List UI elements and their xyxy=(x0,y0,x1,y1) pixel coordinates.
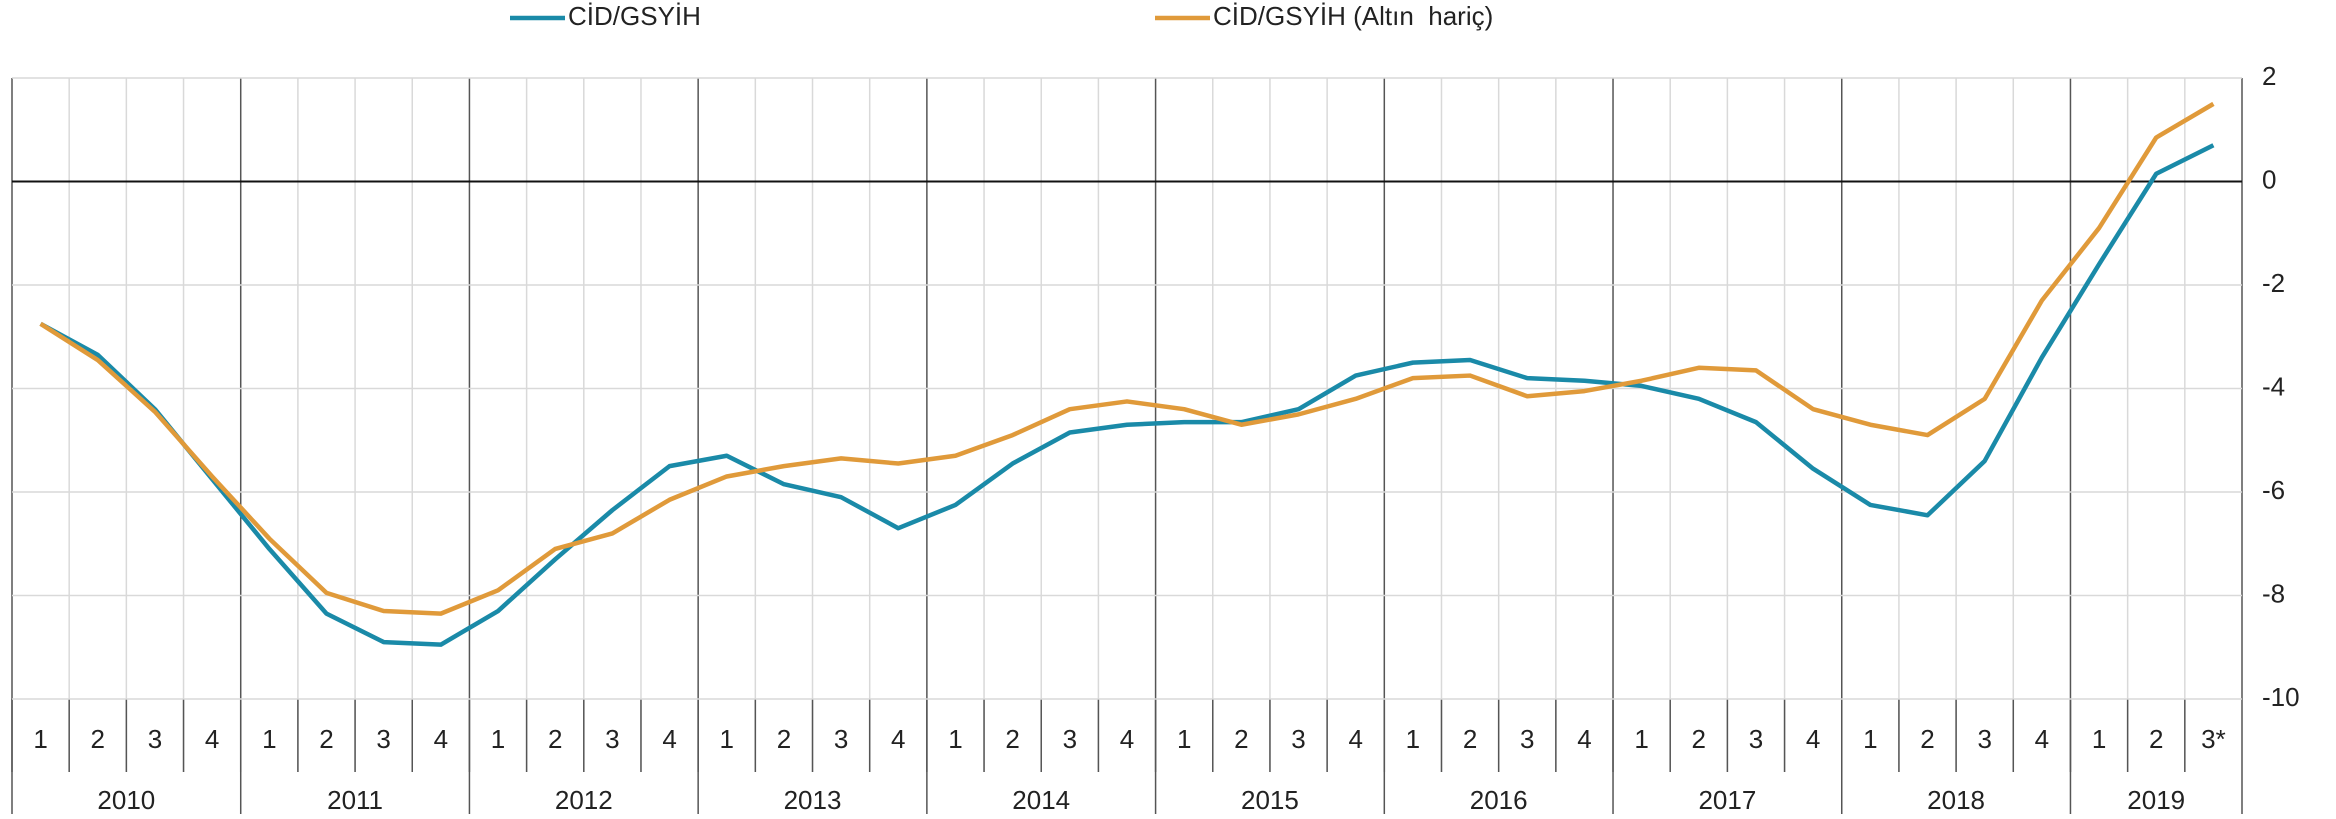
y-tick-label: -4 xyxy=(2262,371,2285,401)
x-tick-label: 3 xyxy=(148,724,162,754)
y-tick-label: -8 xyxy=(2262,578,2285,608)
x-tick-label: 3 xyxy=(1977,724,1991,754)
x-tick-label: 3 xyxy=(1291,724,1305,754)
x-tick-label: 2 xyxy=(1005,724,1019,754)
x-tick-label: 4 xyxy=(891,724,905,754)
x-tick-label: 4 xyxy=(1577,724,1591,754)
year-label: 2016 xyxy=(1470,785,1528,814)
x-tick-label: 2 xyxy=(1920,724,1934,754)
x-tick-label: 3 xyxy=(834,724,848,754)
x-tick-label: 2 xyxy=(1463,724,1477,754)
x-tick-label: 4 xyxy=(205,724,219,754)
x-tick-label: 1 xyxy=(2092,724,2106,754)
year-label: 2013 xyxy=(784,785,842,814)
x-tick-label: 2 xyxy=(91,724,105,754)
x-tick-label: 1 xyxy=(33,724,47,754)
y-tick-label: 2 xyxy=(2262,61,2276,91)
x-tick-label: 1 xyxy=(948,724,962,754)
x-tick-label: 3 xyxy=(605,724,619,754)
x-tick-label: 2 xyxy=(2149,724,2163,754)
x-tick-label: 3 xyxy=(376,724,390,754)
legend-label: CİD/GSYİH xyxy=(568,1,701,31)
x-tick-label: 3 xyxy=(1520,724,1534,754)
year-label: 2017 xyxy=(1698,785,1756,814)
y-tick-label: -10 xyxy=(2262,682,2300,712)
year-label: 2010 xyxy=(97,785,155,814)
line xyxy=(39,143,2215,647)
year-label: 2018 xyxy=(1927,785,1985,814)
x-tick-label: 4 xyxy=(1120,724,1134,754)
legend-label: CİD/GSYİH (Altın hariç) xyxy=(1213,1,1493,31)
x-tick-label: 2 xyxy=(777,724,791,754)
x-tick-label: 3 xyxy=(1749,724,1763,754)
y-tick-label: -2 xyxy=(2262,268,2285,298)
x-tick-label: 1 xyxy=(1406,724,1420,754)
year-label: 2019 xyxy=(2127,785,2185,814)
x-tick-label: 1 xyxy=(1863,724,1877,754)
x-tick-label: 1 xyxy=(1177,724,1191,754)
x-tick-label: 2 xyxy=(548,724,562,754)
x-tick-label: 2 xyxy=(1234,724,1248,754)
x-tick-label: 1 xyxy=(491,724,505,754)
x-tick-label: 2 xyxy=(319,724,333,754)
y-tick-label: -6 xyxy=(2262,475,2285,505)
line xyxy=(39,101,2215,616)
y-tick-label: 0 xyxy=(2262,164,2276,194)
x-tick-label: 3* xyxy=(2201,724,2226,754)
year-label: 2014 xyxy=(1012,785,1070,814)
x-tick-label: 4 xyxy=(662,724,676,754)
x-tick-label: 1 xyxy=(720,724,734,754)
x-tick-label: 3 xyxy=(1063,724,1077,754)
x-tick-label: 2 xyxy=(1692,724,1706,754)
x-tick-label: 4 xyxy=(434,724,448,754)
x-tick-label: 1 xyxy=(262,724,276,754)
year-label: 2011 xyxy=(327,785,383,814)
year-label: 2012 xyxy=(555,785,613,814)
x-tick-label: 4 xyxy=(2035,724,2049,754)
x-tick-label: 1 xyxy=(1634,724,1648,754)
x-tick-label: 4 xyxy=(1806,724,1820,754)
x-tick-label: 4 xyxy=(1348,724,1362,754)
year-label: 2015 xyxy=(1241,785,1299,814)
